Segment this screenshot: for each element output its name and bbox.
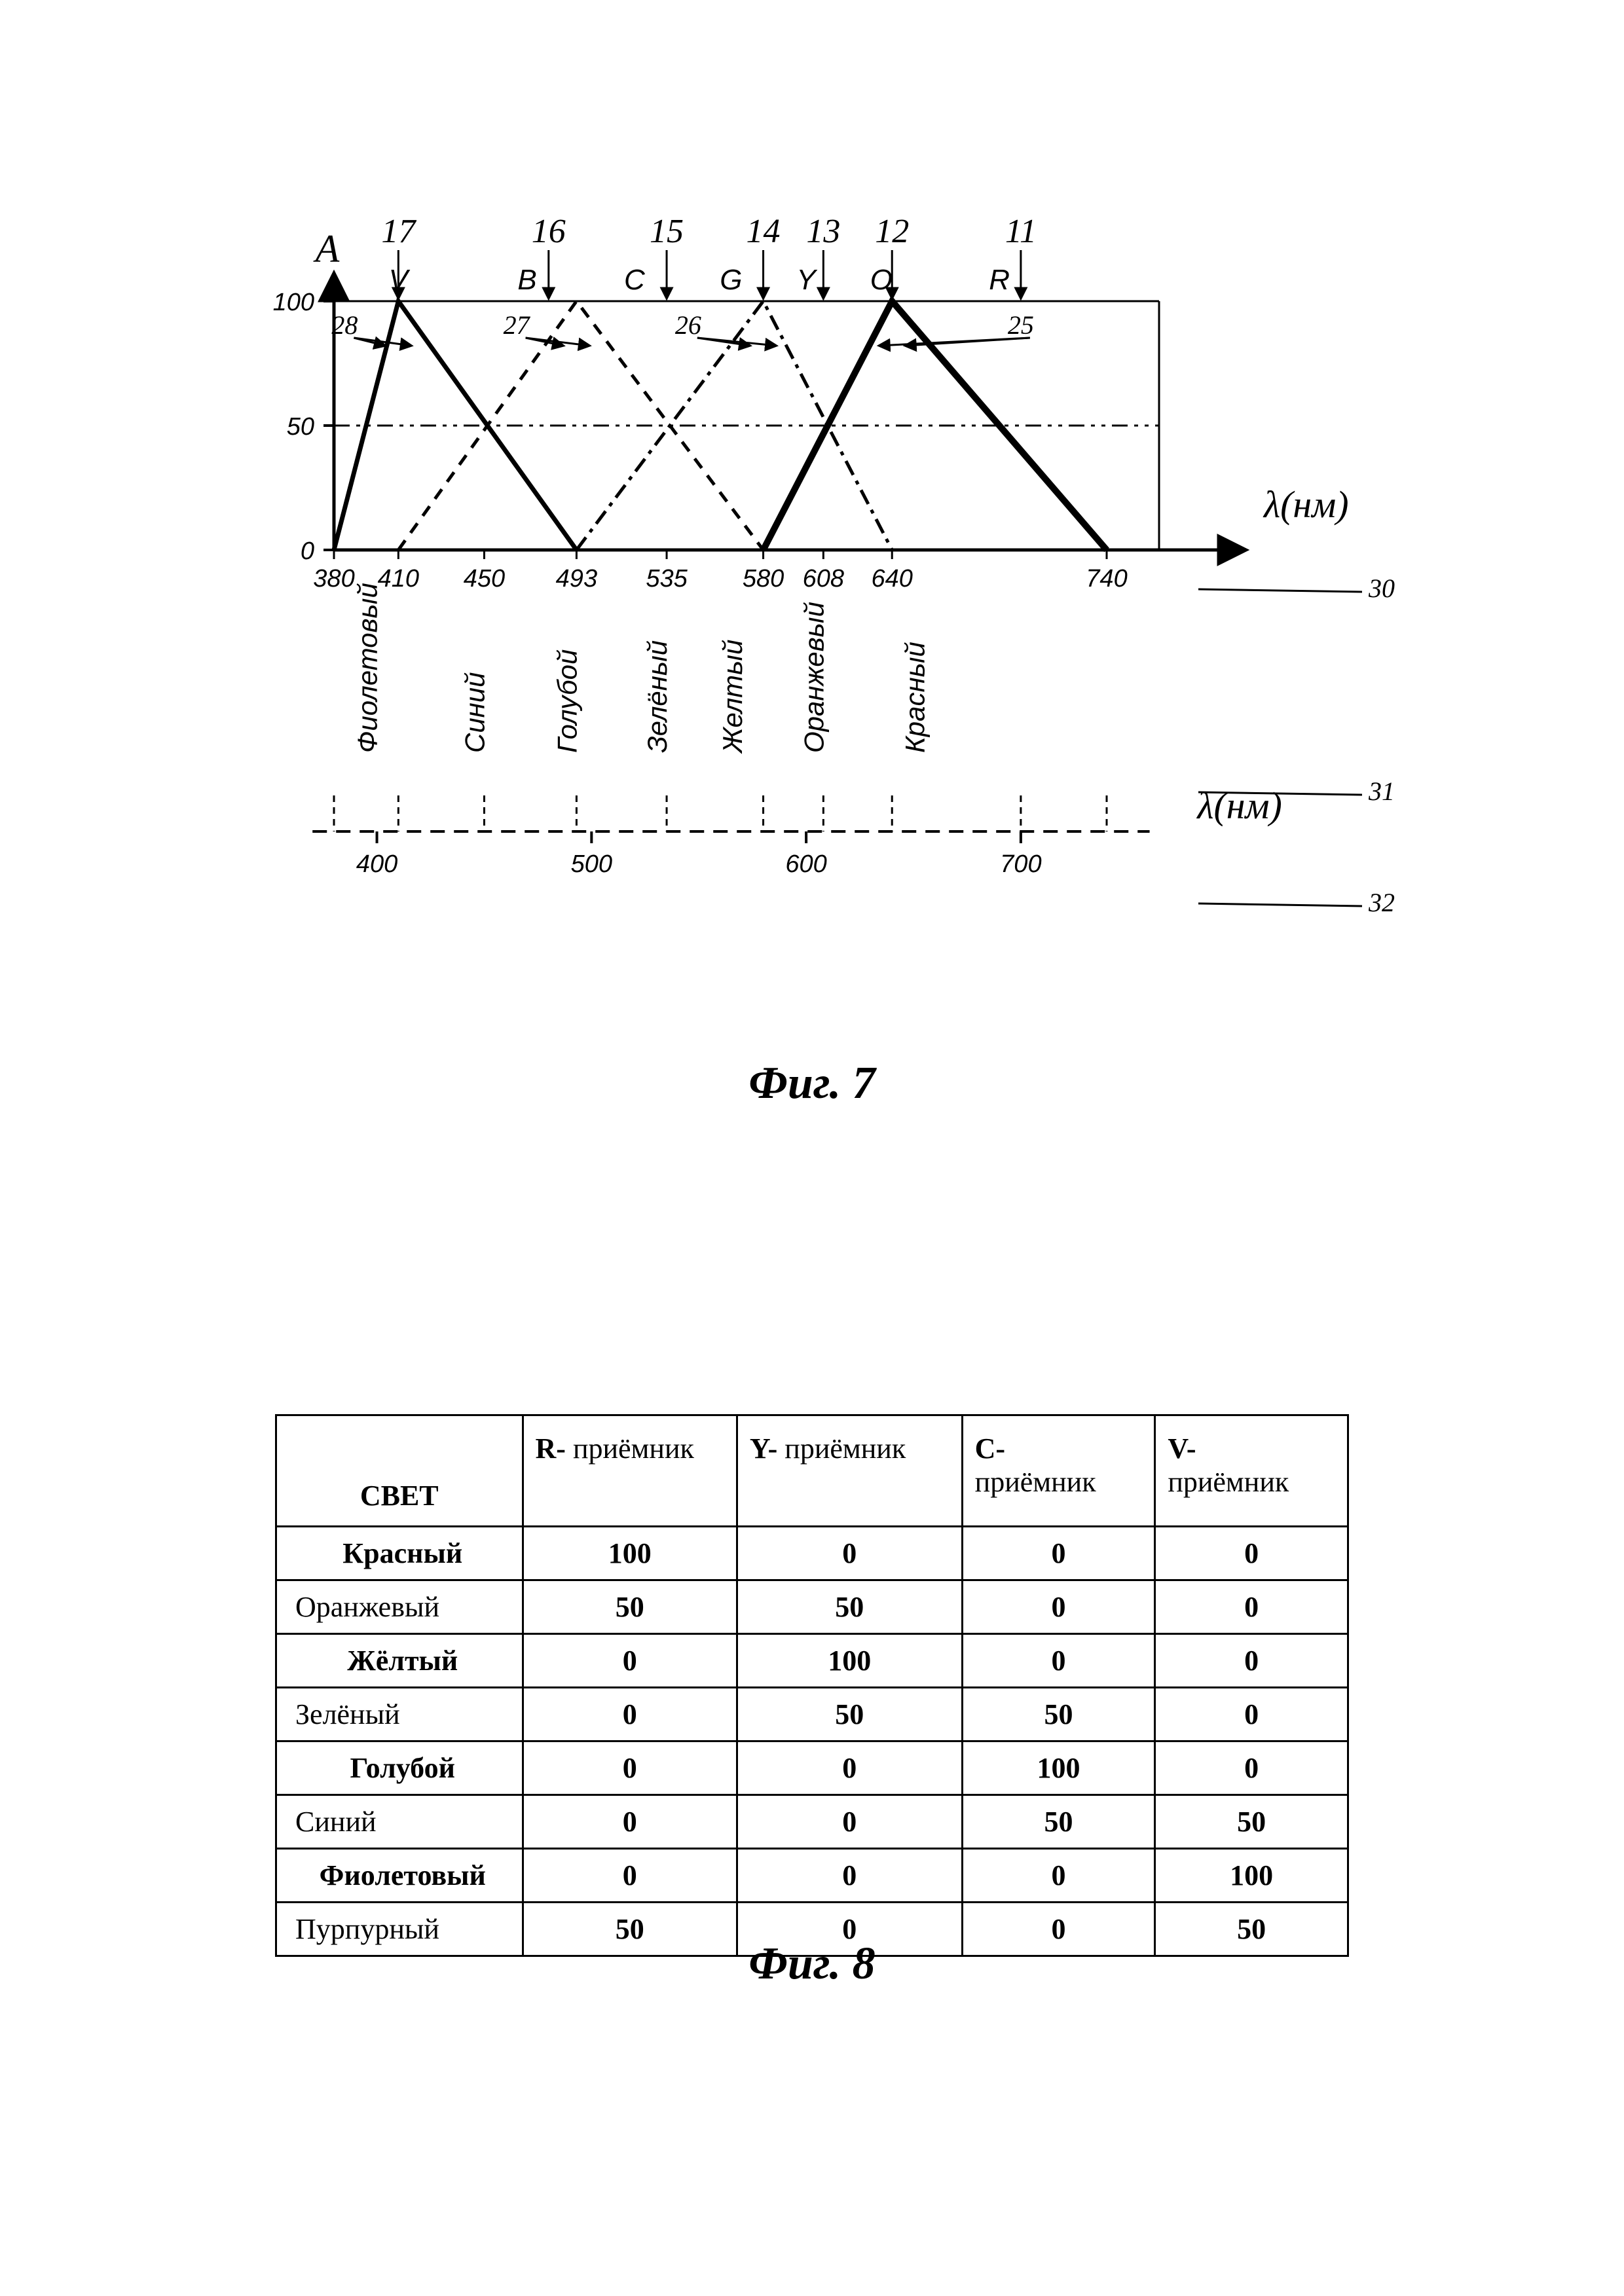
svg-text:740: 740 xyxy=(1086,565,1127,592)
svg-text:450: 450 xyxy=(464,565,505,592)
row-label: Красный xyxy=(276,1527,523,1580)
table-row: Оранжевый505000 xyxy=(276,1580,1348,1634)
row-label: Жёлтый xyxy=(276,1634,523,1688)
color-name-label: Синий xyxy=(459,672,490,753)
cell: 0 xyxy=(1155,1741,1348,1795)
svg-text:12: 12 xyxy=(875,213,909,250)
cell: 0 xyxy=(737,1849,962,1903)
color-name-label: Зелёный xyxy=(642,640,673,753)
cell: 0 xyxy=(523,1795,737,1849)
fig8-caption: Фиг. 8 xyxy=(275,1938,1349,1990)
row-label: Оранжевый xyxy=(276,1580,523,1634)
row-label: Голубой xyxy=(276,1741,523,1795)
svg-text:O: O xyxy=(870,264,893,296)
figure-7: 050100Aλ(нм)17161514131211VBCGYOR2827262… xyxy=(236,249,1388,1165)
fig7-caption: Фиг. 7 xyxy=(236,1057,1388,1110)
cell: 0 xyxy=(1155,1527,1348,1580)
svg-text:100: 100 xyxy=(273,289,314,316)
svg-text:30: 30 xyxy=(1368,574,1395,603)
color-name-label: Оранжевый xyxy=(798,602,829,753)
svg-text:17: 17 xyxy=(381,213,416,250)
svg-text:380: 380 xyxy=(313,565,354,592)
cell: 50 xyxy=(962,1688,1155,1741)
svg-text:R: R xyxy=(989,264,1010,296)
receptor-table: СВЕТR- приёмникY- приёмникC-приёмникV-пр… xyxy=(275,1414,1349,1957)
svg-text:14: 14 xyxy=(747,213,781,250)
svg-text:500: 500 xyxy=(571,850,612,878)
cell: 0 xyxy=(962,1527,1155,1580)
svg-text:26: 26 xyxy=(675,310,701,340)
table-row: Голубой001000 xyxy=(276,1741,1348,1795)
color-name-label: Фиолетовый xyxy=(352,583,383,753)
svg-text:G: G xyxy=(720,264,742,296)
cell: 50 xyxy=(737,1688,962,1741)
svg-text:C: C xyxy=(624,264,646,296)
cell: 0 xyxy=(962,1580,1155,1634)
svg-text:28: 28 xyxy=(331,310,358,340)
svg-text:15: 15 xyxy=(650,213,684,250)
table-row: Зелёный050500 xyxy=(276,1688,1348,1741)
table-row: Красный100000 xyxy=(276,1527,1348,1580)
cell: 100 xyxy=(1155,1849,1348,1903)
x-axis-label: λ(нм) xyxy=(1263,483,1349,526)
svg-text:31: 31 xyxy=(1368,776,1395,806)
y-axis-label: A xyxy=(313,227,340,270)
col-header: V-приёмник xyxy=(1155,1415,1348,1527)
cell: 0 xyxy=(1155,1688,1348,1741)
svg-text:B: B xyxy=(517,264,536,296)
row-label: Зелёный xyxy=(276,1688,523,1741)
svg-text:493: 493 xyxy=(556,565,597,592)
cell: 0 xyxy=(523,1688,737,1741)
row-label: Синий xyxy=(276,1795,523,1849)
table-row: Фиолетовый000100 xyxy=(276,1849,1348,1903)
cell: 50 xyxy=(962,1795,1155,1849)
cell: 50 xyxy=(1155,1795,1348,1849)
cell: 100 xyxy=(737,1634,962,1688)
table-row: Жёлтый010000 xyxy=(276,1634,1348,1688)
col-header: Y- приёмник xyxy=(737,1415,962,1527)
svg-text:410: 410 xyxy=(378,565,419,592)
color-name-label: Голубой xyxy=(551,649,582,753)
cell: 0 xyxy=(523,1634,737,1688)
cell: 0 xyxy=(737,1795,962,1849)
svg-text:16: 16 xyxy=(532,213,566,250)
svg-text:Y: Y xyxy=(796,264,817,296)
svg-text:640: 640 xyxy=(872,565,913,592)
color-name-label: Красный xyxy=(899,642,930,753)
svg-text:27: 27 xyxy=(504,310,531,340)
row-label: Фиолетовый xyxy=(276,1849,523,1903)
svg-text:50: 50 xyxy=(287,413,314,441)
svg-text:11: 11 xyxy=(1005,213,1037,250)
col-header: R- приёмник xyxy=(523,1415,737,1527)
svg-text:32: 32 xyxy=(1368,888,1395,917)
svg-text:600: 600 xyxy=(785,850,826,878)
cell: 0 xyxy=(737,1527,962,1580)
svg-text:535: 535 xyxy=(646,565,688,592)
cell: 0 xyxy=(962,1634,1155,1688)
cell: 50 xyxy=(523,1580,737,1634)
color-name-label: Желтый xyxy=(717,640,748,754)
svg-text:V: V xyxy=(389,264,411,296)
svg-text:25: 25 xyxy=(1008,310,1034,340)
cell: 0 xyxy=(523,1741,737,1795)
svg-text:580: 580 xyxy=(743,565,784,592)
svg-text:0: 0 xyxy=(301,538,314,565)
cell: 100 xyxy=(523,1527,737,1580)
table-corner: СВЕТ xyxy=(276,1415,523,1527)
cell: 0 xyxy=(1155,1580,1348,1634)
col-header: C-приёмник xyxy=(962,1415,1155,1527)
cell: 0 xyxy=(962,1849,1155,1903)
svg-text:608: 608 xyxy=(803,565,844,592)
svg-text:λ(нм): λ(нм) xyxy=(1196,784,1282,827)
figure-8: СВЕТR- приёмникY- приёмникC-приёмникV-пр… xyxy=(275,1414,1349,1957)
svg-text:700: 700 xyxy=(1000,850,1041,878)
svg-text:13: 13 xyxy=(806,213,840,250)
cell: 0 xyxy=(523,1849,737,1903)
cell: 0 xyxy=(737,1741,962,1795)
cell: 0 xyxy=(1155,1634,1348,1688)
cell: 50 xyxy=(737,1580,962,1634)
svg-text:400: 400 xyxy=(356,850,397,878)
cell: 100 xyxy=(962,1741,1155,1795)
table-row: Синий005050 xyxy=(276,1795,1348,1849)
